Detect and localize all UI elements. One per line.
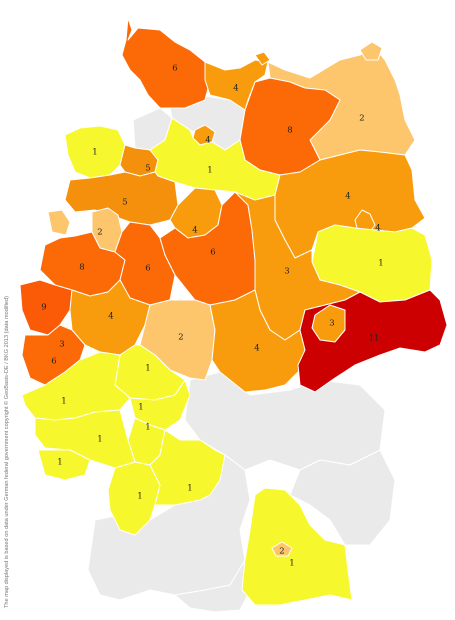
label-lueneburg: 1 xyxy=(207,166,212,176)
label-duesseldorf: 9 xyxy=(41,303,46,313)
label-magdeburg: 3 xyxy=(284,267,289,277)
region-nds-west-dot xyxy=(47,209,71,236)
label-pfalz: 1 xyxy=(61,397,66,407)
label-kassel: 6 xyxy=(210,248,215,258)
label-koblenz: 1 xyxy=(145,364,150,374)
label-bielefeld: 6 xyxy=(145,264,150,274)
label-hamburg: 4 xyxy=(205,136,210,146)
region-dresden xyxy=(297,289,448,393)
label-ostfriesland: 1 xyxy=(92,148,97,158)
label-brandenburg-south: 4 xyxy=(345,192,350,202)
region-muenchen xyxy=(241,487,353,606)
label-siegen: 4 xyxy=(108,312,113,322)
label-mecklenburg-east: 2 xyxy=(359,114,364,124)
region-labels: 6 4 2 4 8 1 5 1 5 2 4 4 4 8 6 6 3 1 9 4 … xyxy=(41,64,383,569)
label-aachen: 6 xyxy=(51,357,56,367)
label-mannheim: 1 xyxy=(97,435,102,445)
label-frankfurt: 1 xyxy=(138,403,143,413)
label-fulda: 2 xyxy=(178,333,183,343)
label-karlsruhe: 1 xyxy=(137,492,142,502)
label-braunschweig: 4 xyxy=(192,226,197,236)
no-data-regions xyxy=(87,94,396,613)
label-mecklenburg-west: 4 xyxy=(233,84,238,94)
label-saar: 1 xyxy=(57,458,62,468)
label-dresden: 11 xyxy=(369,334,380,344)
copyright-text: The map displayed is based on data under… xyxy=(4,296,10,608)
region-stuttgart xyxy=(149,429,226,506)
label-berlin: 4 xyxy=(375,224,380,234)
label-darmstadt: 1 xyxy=(145,423,150,433)
region-duesseldorf xyxy=(19,279,73,336)
region-muenchen-city xyxy=(271,541,293,557)
region-schleswig-north xyxy=(121,17,211,109)
label-sachsen-west: 3 xyxy=(329,319,334,329)
label-brandenburg-north: 8 xyxy=(287,126,292,136)
label-muenchen-city: 2 xyxy=(279,547,284,557)
label-weser-ems: 5 xyxy=(122,198,127,208)
label-muenster: 8 xyxy=(79,263,84,273)
label-schleswig-north: 6 xyxy=(172,64,177,74)
label-bremen: 5 xyxy=(145,164,150,174)
region-island-ruegen xyxy=(359,41,383,61)
region-island-fehmarn xyxy=(254,51,271,66)
label-osnabrueck: 2 xyxy=(97,228,102,238)
label-erfurt: 4 xyxy=(254,344,259,354)
region-karlsruhe xyxy=(107,461,161,536)
region-bayern-east xyxy=(289,449,396,546)
region-saar xyxy=(37,449,91,481)
label-muenchen: 1 xyxy=(289,559,294,569)
label-lausitz: 1 xyxy=(378,259,383,269)
label-stuttgart: 1 xyxy=(187,484,192,494)
label-koeln: 3 xyxy=(59,340,64,350)
